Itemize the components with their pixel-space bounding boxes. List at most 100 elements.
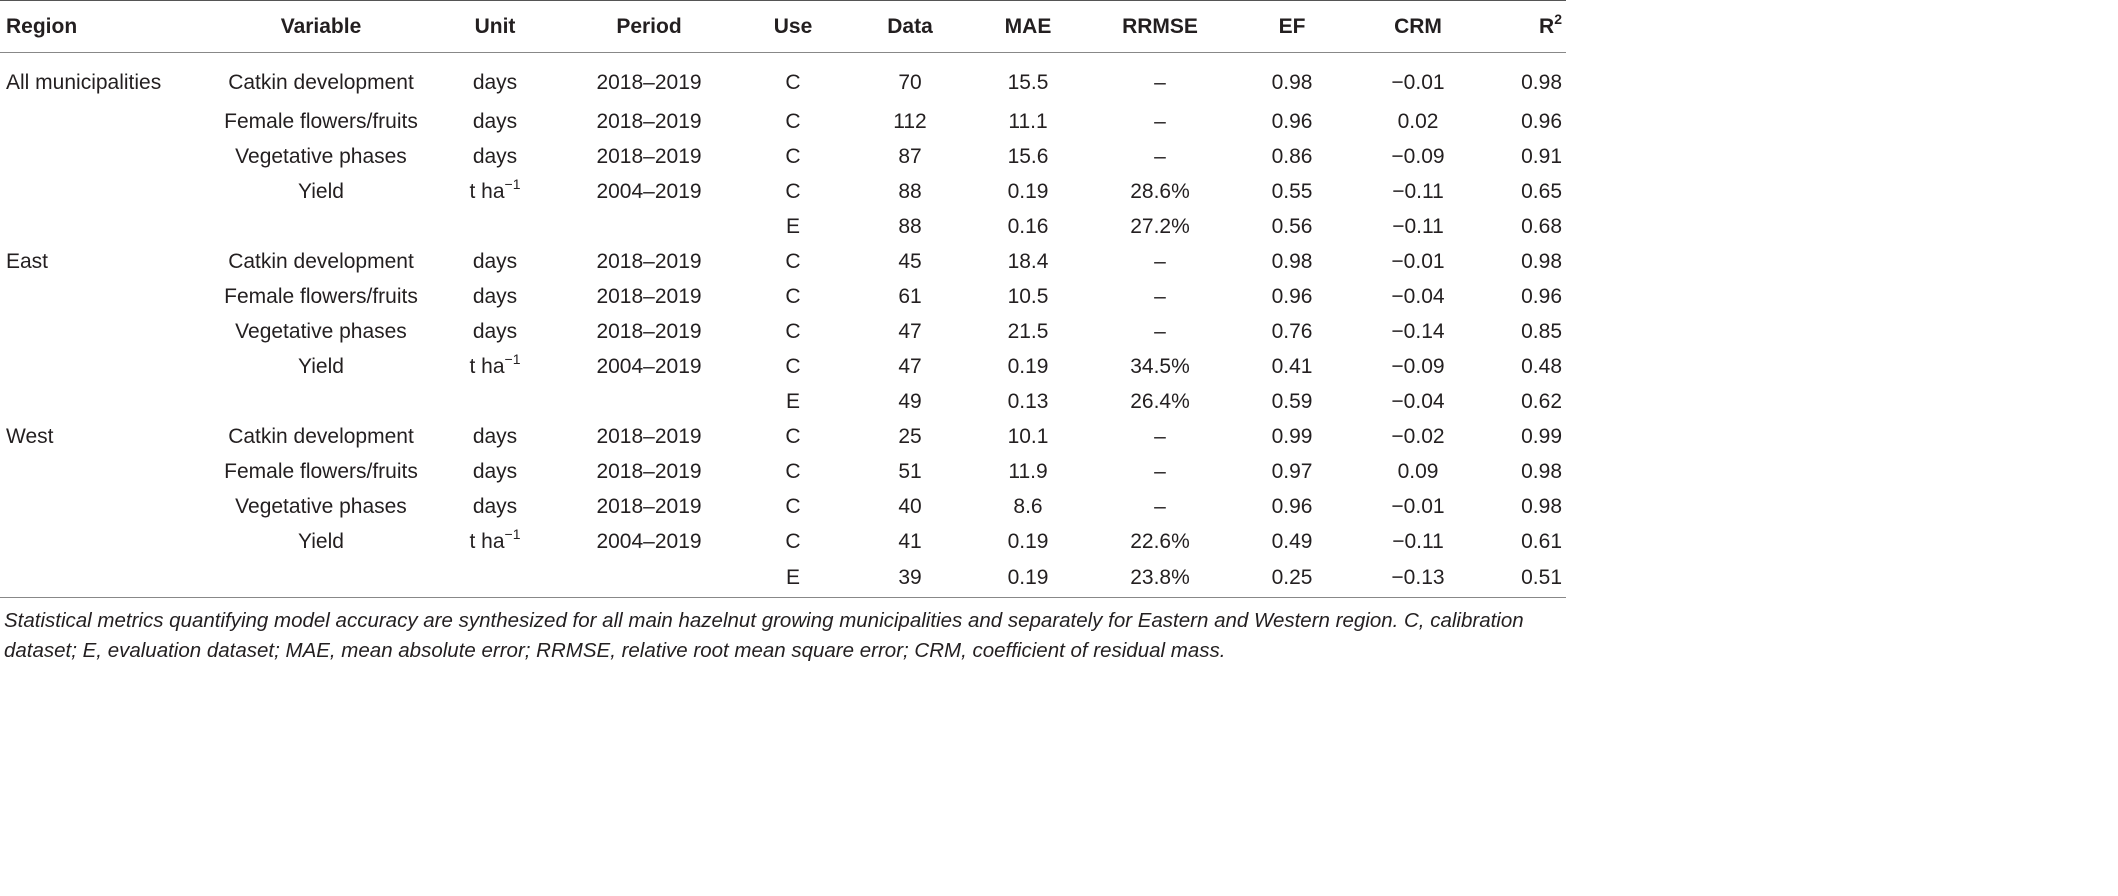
cell-use: C	[785, 460, 801, 483]
cell-rrmse: –	[1154, 70, 1166, 94]
cell-period: 2018–2019	[596, 460, 702, 483]
table-row: Vegetative phases days 2018–2019 C 87 15.6 – 0.…	[0, 140, 1566, 175]
cell-period: 2004–2019	[596, 180, 702, 203]
table-row: Vegetative phases days 2018–2019 C 40 8.6 – 0.9…	[0, 490, 1566, 525]
cell-region	[0, 385, 210, 420]
cell-region	[0, 105, 210, 140]
cell-mae: 8.6	[1013, 495, 1043, 518]
cell-period: 2018–2019	[596, 145, 702, 168]
cell-rrmse: 23.8%	[1130, 566, 1190, 590]
cell-period: 2018–2019	[596, 110, 702, 133]
cell-period	[558, 210, 740, 245]
table-footnote: Statistical metrics quantifying model ac…	[4, 609, 1524, 662]
cell-data: 87	[898, 145, 922, 168]
cell-unit: days	[432, 245, 558, 280]
cell-unit-base: days	[472, 460, 518, 483]
header-mae: MAE	[1004, 14, 1052, 38]
cell-data: 49	[898, 390, 922, 413]
cell-variable	[210, 385, 432, 420]
cell-variable: Yield	[298, 355, 344, 378]
header-ef: EF	[1278, 14, 1306, 38]
cell-crm: −0.09	[1391, 355, 1445, 378]
cell-use: C	[785, 70, 801, 94]
cell-variable	[210, 210, 432, 245]
cell-unit-base: days	[472, 285, 518, 308]
cell-rrmse: –	[1154, 250, 1166, 273]
cell-unit: t ha−1	[432, 350, 558, 385]
cell-mae: 10.5	[1007, 285, 1049, 308]
cell-region	[0, 490, 210, 525]
cell-r2: 0.98	[1521, 495, 1562, 518]
cell-mae: 0.13	[1007, 390, 1049, 413]
cell-use: C	[785, 250, 801, 273]
cell-region	[0, 525, 210, 560]
cell-mae: 0.19	[1007, 355, 1049, 378]
cell-rrmse: –	[1154, 320, 1166, 343]
cell-crm: −0.01	[1391, 495, 1445, 518]
table-header-row: Region Variable Unit Period Use Data MAE…	[0, 0, 1566, 53]
cell-unit-base: t ha	[469, 355, 505, 378]
cell-unit: days	[432, 53, 558, 105]
cell-crm: −0.13	[1391, 566, 1445, 590]
table-row: Female flowers/fruits days 2018–2019 C 51 11.…	[0, 455, 1566, 490]
cell-crm: −0.04	[1391, 390, 1445, 413]
header-r2-sup: 2	[1554, 10, 1562, 27]
cell-unit-exponent: −1	[504, 526, 521, 542]
cell-r2: 0.91	[1521, 145, 1562, 168]
cell-unit	[432, 560, 558, 598]
cell-data: 45	[898, 250, 922, 273]
table-row: E 39 0.19 23.8% 0.25 −0.13 0.51	[0, 560, 1566, 598]
cell-data: 70	[898, 70, 922, 94]
cell-variable: Female flowers/fruits	[224, 110, 418, 133]
cell-ef: 0.41	[1271, 355, 1313, 378]
cell-data: 47	[898, 355, 922, 378]
cell-r2: 0.99	[1521, 425, 1562, 448]
table-row: Yield t ha−1 2004–2019 C 41 0.19 22.6% 0.49 −0.1…	[0, 525, 1566, 560]
cell-crm: −0.11	[1392, 215, 1444, 238]
cell-rrmse: –	[1154, 285, 1166, 308]
cell-unit: days	[432, 455, 558, 490]
cell-ef: 0.59	[1271, 390, 1313, 413]
cell-crm: −0.11	[1392, 530, 1444, 553]
cell-unit: days	[432, 490, 558, 525]
cell-period: 2018–2019	[596, 250, 702, 273]
cell-region	[0, 560, 210, 598]
cell-unit-base: days	[472, 110, 518, 133]
cell-unit-exponent: −1	[504, 351, 521, 367]
header-region: Region	[6, 14, 78, 38]
cell-ef: 0.98	[1271, 70, 1313, 94]
cell-r2: 0.98	[1521, 250, 1562, 273]
cell-region	[0, 280, 210, 315]
cell-unit	[432, 385, 558, 420]
cell-unit: days	[432, 420, 558, 455]
header-use: Use	[773, 14, 813, 38]
cell-period: 2018–2019	[596, 285, 702, 308]
cell-variable: Catkin development	[228, 70, 414, 94]
table-row: All municipalities Catkin development days…	[0, 53, 1566, 105]
cell-unit-exponent: −1	[504, 176, 521, 192]
cell-use: C	[785, 180, 801, 203]
header-r2-base: R	[1539, 14, 1555, 38]
cell-rrmse: –	[1154, 460, 1166, 483]
cell-mae: 10.1	[1007, 425, 1049, 448]
cell-rrmse: 28.6%	[1130, 180, 1190, 203]
cell-ef: 0.25	[1271, 566, 1313, 590]
cell-period: 2004–2019	[596, 530, 702, 553]
header-variable: Variable	[280, 14, 362, 38]
cell-data: 51	[898, 460, 922, 483]
cell-period	[558, 385, 740, 420]
cell-r2: 0.65	[1521, 180, 1562, 203]
cell-variable: Yield	[298, 180, 344, 203]
cell-ef: 0.96	[1271, 110, 1313, 133]
cell-period: 2018–2019	[596, 425, 702, 448]
cell-r2: 0.96	[1521, 285, 1562, 308]
cell-use: C	[785, 285, 801, 308]
cell-mae: 0.19	[1007, 180, 1049, 203]
table-row: Female flowers/fruits days 2018–2019 C 61 10.…	[0, 280, 1566, 315]
cell-rrmse: 26.4%	[1130, 390, 1190, 413]
cell-ef: 0.86	[1271, 145, 1313, 168]
cell-crm: −0.09	[1391, 145, 1445, 168]
cell-mae: 11.1	[1008, 110, 1048, 133]
cell-unit: t ha−1	[432, 175, 558, 210]
cell-use: C	[785, 145, 801, 168]
